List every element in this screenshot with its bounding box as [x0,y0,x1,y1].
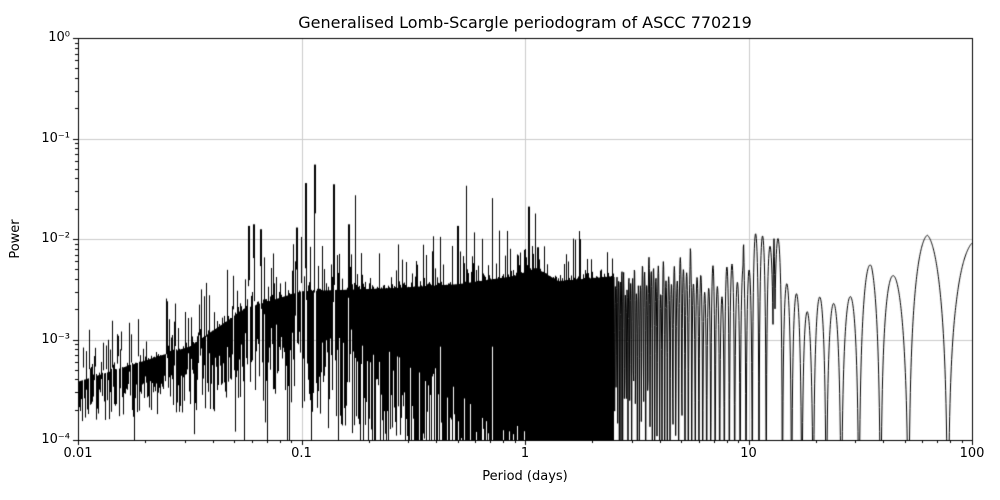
y-tick-label: 10⁻² [41,231,70,246]
x-tick-label: 10 [740,446,757,461]
y-tick-label: 10⁻³ [41,331,70,347]
y-tick-label: 10⁻¹ [41,130,70,146]
x-tick-label: 0.01 [63,446,93,461]
x-axis-label: Period (days) [482,469,568,484]
y-tick-label: 10⁰ [48,30,70,45]
chart-title: Generalised Lomb-Scargle periodogram of … [298,13,752,32]
y-tick-label: 10⁻⁴ [41,432,70,447]
x-tick-label: 100 [959,446,985,461]
x-tick-label: 1 [520,446,530,461]
x-tick-label: 0.1 [291,446,312,461]
